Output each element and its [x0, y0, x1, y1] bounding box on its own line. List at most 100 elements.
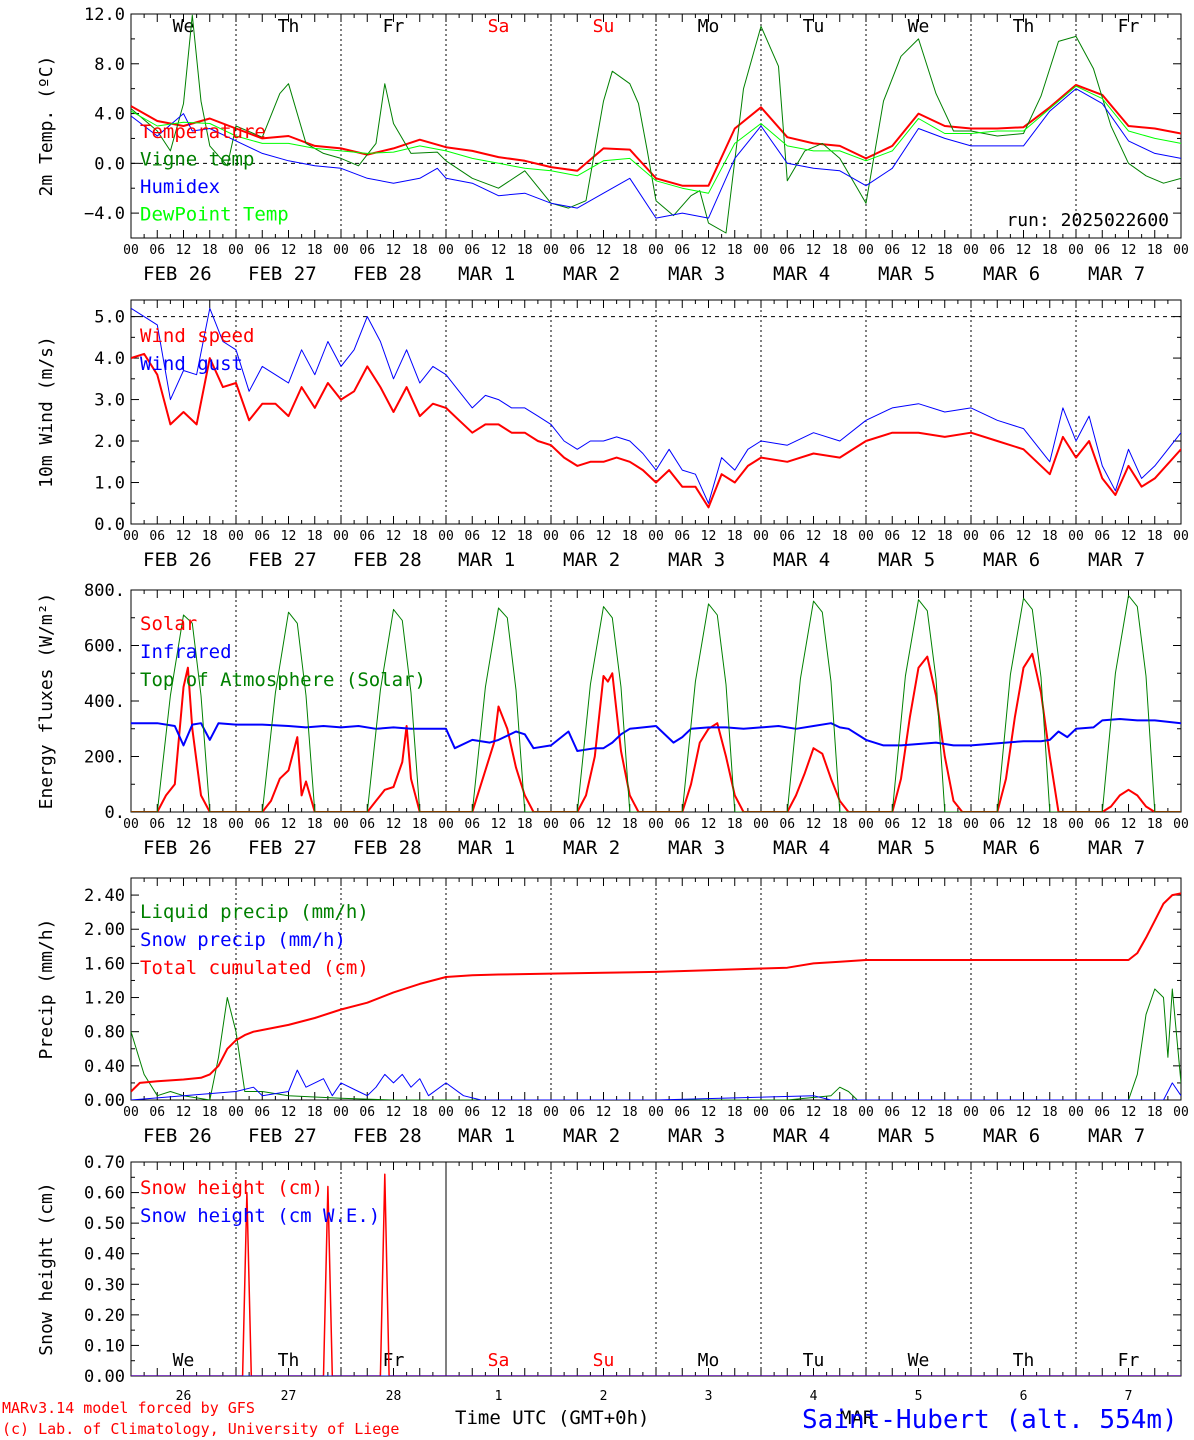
x-hour-label: 00	[858, 1105, 874, 1120]
x-hour-label: 00	[333, 243, 349, 258]
day-number-label: 26	[176, 1389, 192, 1404]
chart-panel-4: 2.40 2.00 1.60 1.20 0.80 0.40 0.00 Precip (mm/h…	[36, 877, 1189, 1147]
x-date-label: MAR 4	[773, 263, 830, 285]
x-hour-label: 12	[1121, 817, 1137, 832]
x-date-label: MAR 1	[458, 549, 515, 571]
x-date-label: FEB 26	[143, 549, 212, 571]
series-line-top-of-atmosphere-solar	[131, 595, 1181, 812]
x-date-label: MAR 1	[458, 837, 515, 859]
x-date-label: FEB 27	[248, 263, 317, 285]
legend-entry: Snow height (cm)	[140, 1177, 323, 1199]
x-date-label: MAR 2	[563, 263, 620, 285]
y-axis-label: Energy fluxes (W/m²)	[36, 593, 57, 810]
x-date-label: MAR 3	[668, 263, 725, 285]
x-date-label: MAR 4	[773, 549, 830, 571]
x-hour-label: 00	[438, 243, 454, 258]
day-name-label: Mo	[698, 16, 720, 37]
chart-panel-2: 5.0 4.0 3.0 2.0 1.0 0.0 10m Wind (m/s) 00 06 12 18…	[36, 299, 1189, 571]
y-tick-label: 0.0	[94, 154, 125, 174]
series-line-liquid-precip-mm-h	[131, 988, 1181, 1100]
x-hour-label: 06	[569, 817, 585, 832]
x-hour-label: 00	[753, 529, 769, 544]
series-line-wind-gust	[131, 307, 1181, 504]
legend-entry: Vigne temp	[140, 149, 254, 171]
x-hour-label: 00	[1068, 529, 1084, 544]
x-hour-label: 00	[438, 529, 454, 544]
x-hour-label: 18	[727, 529, 743, 544]
x-hour-label: 18	[412, 529, 428, 544]
x-hour-label: 00	[1173, 817, 1189, 832]
day-number-label: 6	[1020, 1389, 1028, 1404]
x-hour-label: 00	[123, 529, 139, 544]
x-hour-label: 18	[622, 1105, 638, 1120]
x-hour-label: 00	[123, 817, 139, 832]
y-tick-label: 1.60	[84, 954, 125, 974]
x-hour-label: 12	[701, 243, 717, 258]
y-tick-label: 0.10	[84, 1336, 125, 1356]
x-date-label: MAR 7	[1088, 837, 1145, 859]
x-hour-label: 06	[1094, 529, 1110, 544]
day-name-label: We	[173, 16, 195, 37]
day-name-label: Fr	[383, 16, 405, 37]
x-hour-label: 18	[517, 1105, 533, 1120]
y-tick-label: 1.20	[84, 989, 125, 1009]
time-axis-label: Time UTC (GMT+0h)	[455, 1407, 649, 1429]
x-hour-label: 18	[832, 243, 848, 258]
x-hour-label: 18	[307, 1105, 323, 1120]
x-hour-label: 00	[1068, 243, 1084, 258]
x-hour-label: 12	[701, 1105, 717, 1120]
legend-entry: Snow precip (mm/h)	[140, 929, 346, 951]
x-hour-label: 06	[149, 1105, 165, 1120]
x-hour-label: 06	[884, 817, 900, 832]
y-tick-label: 0.0	[94, 515, 125, 535]
day-name-label: We	[173, 1350, 195, 1371]
legend-entry: Snow height (cm W.E.)	[140, 1205, 380, 1227]
x-hour-label: 18	[727, 1105, 743, 1120]
x-date-label: MAR 5	[878, 263, 935, 285]
day-name-label: Tu	[803, 1350, 825, 1371]
day-number-label: 5	[915, 1389, 923, 1404]
series-line-snow-height-cm	[131, 1173, 1181, 1376]
x-hour-label: 06	[359, 529, 375, 544]
day-name-label: Th	[1013, 1350, 1035, 1371]
legend-entry: Temperature	[140, 121, 266, 143]
x-hour-label: 12	[176, 529, 192, 544]
x-hour-label: 00	[648, 1105, 664, 1120]
x-hour-label: 06	[989, 529, 1005, 544]
x-date-label: MAR 5	[878, 549, 935, 571]
x-hour-label: 18	[307, 817, 323, 832]
x-hour-label: 06	[254, 529, 270, 544]
legend-entry: Humidex	[140, 176, 220, 198]
x-hour-label: 00	[543, 1105, 559, 1120]
x-hour-label: 12	[911, 817, 927, 832]
x-hour-label: 18	[307, 529, 323, 544]
x-date-label: MAR 2	[563, 1125, 620, 1147]
x-hour-label: 06	[359, 817, 375, 832]
x-hour-label: 18	[202, 243, 218, 258]
x-hour-label: 18	[412, 817, 428, 832]
x-hour-label: 12	[281, 243, 297, 258]
x-hour-label: 00	[438, 817, 454, 832]
x-hour-label: 06	[674, 243, 690, 258]
y-tick-label: 0.50	[84, 1214, 125, 1234]
x-date-label: FEB 27	[248, 1125, 317, 1147]
x-hour-label: 00	[858, 243, 874, 258]
x-date-label: MAR 2	[563, 549, 620, 571]
x-hour-label: 06	[464, 529, 480, 544]
series-line-total-cumulated-cm	[131, 892, 1181, 1093]
y-tick-label: 200.	[84, 748, 125, 768]
x-date-label: MAR 6	[983, 549, 1040, 571]
series-line-wind-speed	[131, 352, 1181, 509]
panels: 12.08.04.00.0−4.02m Temp. (ºC)00 06 12 18 00…	[36, 5, 1189, 1404]
y-tick-label: −4.0	[84, 204, 125, 224]
x-hour-label: 06	[779, 243, 795, 258]
x-hour-label: 12	[1121, 529, 1137, 544]
y-tick-label: 0.70	[84, 1153, 125, 1173]
x-hour-label: 00	[123, 243, 139, 258]
x-hour-label: 18	[517, 817, 533, 832]
y-tick-label: 8.0	[94, 55, 125, 75]
x-hour-label: 12	[281, 529, 297, 544]
legend-entry: DewPoint Temp	[140, 204, 289, 226]
day-number-label: 27	[281, 1389, 297, 1404]
day-name-label: Fr	[383, 1350, 405, 1371]
